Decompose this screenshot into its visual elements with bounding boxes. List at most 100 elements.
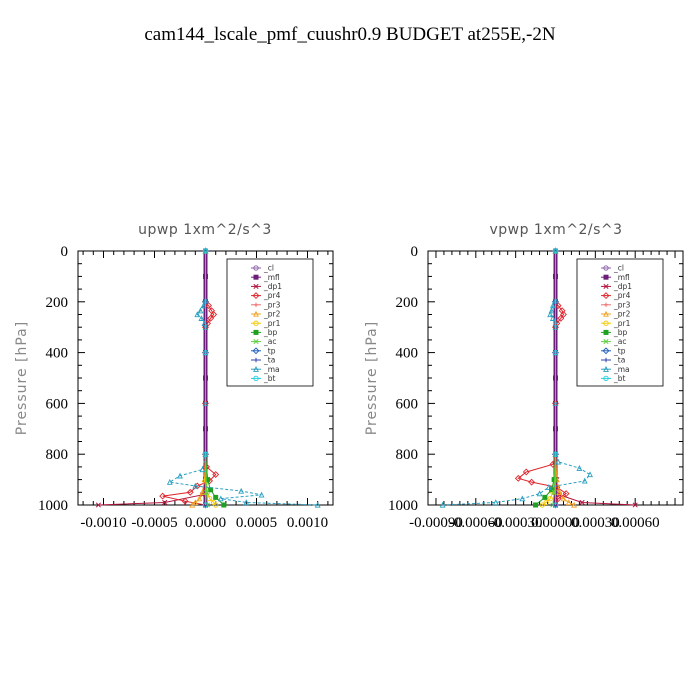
- data-point: [547, 311, 554, 318]
- legend-label: _bt: [613, 374, 626, 383]
- data-point: [95, 502, 101, 508]
- data-point: [200, 302, 207, 309]
- data-point: [212, 471, 220, 478]
- y-tick-label: 800: [46, 447, 69, 463]
- x-tick-label: -0.0005: [131, 515, 177, 531]
- legend-label: _pr4: [613, 291, 631, 300]
- legend-label: _bp: [613, 328, 628, 337]
- data-point: [552, 451, 559, 457]
- data-point: [162, 499, 168, 506]
- x-tick-label: -0.00060: [449, 515, 503, 531]
- data-point: [542, 494, 548, 500]
- data-point: [533, 502, 539, 508]
- y-tick-label: 1000: [388, 498, 418, 514]
- data-point: [528, 478, 536, 486]
- legend-marker: [253, 302, 259, 307]
- y-tick-label: 800: [396, 447, 419, 463]
- data-point: [560, 495, 567, 502]
- legend-marker: [603, 274, 609, 280]
- y-tick-label: 1000: [38, 498, 68, 514]
- data-point: [192, 499, 199, 506]
- data-point: [492, 499, 499, 506]
- upwp-panel: upwp 1xm^2/s^3 Pressure [hPa] 0 200 400 600…: [14, 222, 334, 531]
- legend: _cl_mfl_dp1_pr4_pr3_pr2_pr1_bp_ac_tp_ta_…: [226, 258, 314, 387]
- legend-label: _pr2: [613, 310, 631, 319]
- data-point: [560, 311, 567, 318]
- legend-marker: [603, 310, 609, 317]
- data-point: [199, 489, 206, 495]
- legend-marker: [253, 357, 259, 363]
- legend-label: _bp: [263, 328, 278, 337]
- legend-label: _ta: [613, 356, 625, 365]
- x-tick-label: -0.0010: [80, 515, 126, 531]
- data-point: [556, 489, 563, 495]
- data-point: [632, 502, 638, 508]
- y-tick-label: 0: [61, 244, 69, 260]
- legend-label: _tp: [263, 346, 276, 355]
- legend-label: _ta: [263, 356, 275, 365]
- data-point: [198, 315, 205, 321]
- data-point: [522, 468, 530, 476]
- data-point: [205, 302, 212, 310]
- legend-label: _pr2: [263, 310, 281, 319]
- vpwp-y-axis-label: Pressure [hPa]: [364, 321, 380, 435]
- data-point: [562, 490, 570, 498]
- legend-label: _pr1: [263, 319, 281, 328]
- data-point: [554, 302, 562, 310]
- legend-marker: [603, 329, 609, 335]
- legend-label: _ac: [263, 337, 276, 346]
- legend-marker: [603, 375, 609, 382]
- data-point: [202, 502, 209, 508]
- legend-marker: [252, 347, 260, 355]
- legend-marker: [253, 375, 259, 382]
- legend-label: _ma: [263, 365, 280, 374]
- data-point: [581, 477, 588, 484]
- legend-marker: [253, 265, 259, 271]
- vpwp-panel: vpwp 1xm^2/s^3 Pressure [hPa] 0 200 400 600…: [364, 222, 684, 531]
- data-point: [554, 495, 562, 503]
- legend-marker: [603, 320, 609, 326]
- data-point: [557, 314, 565, 322]
- legend-marker: [253, 310, 259, 317]
- y-tick-label: 0: [411, 244, 419, 260]
- data-point: [159, 492, 167, 500]
- data-point: [207, 314, 215, 322]
- legend-box: [576, 258, 664, 387]
- x-tick-label: 0.00000: [531, 515, 580, 531]
- x-tick-label: 0.00030: [571, 515, 620, 531]
- legend-marker: [253, 283, 259, 289]
- legend-box: [226, 258, 314, 387]
- legend-label: _mfl: [613, 273, 630, 282]
- legend-marker: [253, 365, 259, 372]
- x-tick-label: 0.0005: [236, 515, 277, 531]
- legend-label: _pr3: [613, 300, 631, 309]
- legend: _cl_mfl_dp1_pr4_pr3_pr2_pr1_bp_ac_tp_ta_…: [576, 258, 664, 387]
- y-tick-label: 400: [396, 346, 419, 362]
- legend-label: _pr1: [613, 319, 631, 328]
- data-point: [194, 311, 201, 318]
- x-tick-label: -0.00090: [409, 515, 463, 531]
- legend-marker: [602, 347, 610, 355]
- data-point: [549, 315, 556, 321]
- data-point: [202, 451, 209, 457]
- legend-label: _mfl: [263, 273, 280, 282]
- data-point: [192, 482, 199, 489]
- data-point: [579, 499, 585, 506]
- data-point: [213, 502, 219, 508]
- data-point: [548, 307, 555, 314]
- data-point: [217, 495, 224, 502]
- figure-title: cam144_lscale_pmf_cuushr0.9 BUDGET at255…: [144, 24, 556, 45]
- data-point: [536, 490, 543, 497]
- data-point: [555, 458, 562, 465]
- legend-marker: [603, 302, 609, 307]
- legend-marker: [603, 357, 609, 363]
- data-point: [565, 499, 572, 506]
- data-point: [549, 302, 556, 309]
- data-point: [196, 495, 203, 502]
- legend-marker: [253, 320, 259, 326]
- x-tick-label: 0.00060: [611, 515, 660, 531]
- data-point: [181, 497, 189, 505]
- data-point: [197, 307, 204, 314]
- data-point: [439, 501, 446, 508]
